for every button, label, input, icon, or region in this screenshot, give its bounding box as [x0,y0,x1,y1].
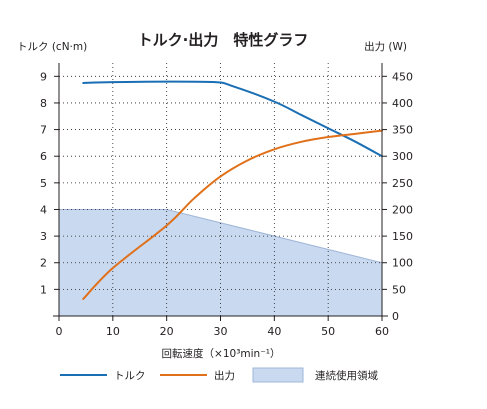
x-tick-label: 20 [160,325,174,338]
x-tick-label: 50 [321,325,335,338]
y-right-tick-label: 400 [392,97,413,110]
y-left-tick-label: 9 [40,70,47,83]
chart-title: トルク·出力 特性グラフ [138,31,309,49]
series-layer [82,80,383,300]
y-left-tick-label: 6 [40,150,47,163]
legend-region-label: 連続使用領域 [315,369,378,382]
x-axis-title: 回転速度（×10³min⁻¹） [162,347,281,360]
y-right-tick-label: 0 [392,310,399,323]
y-left-tick-label: 1 [40,283,47,296]
y-left-axis-title: トルク (cN·m) [17,41,87,53]
y-left-tick-label: 3 [40,230,47,243]
axis-layer [53,63,388,321]
legend-torque-label: トルク [114,370,146,382]
y-right-tick-label: 300 [392,150,413,163]
legend: トルク 出力 連続使用領域 [60,367,378,383]
y-right-tick-label: 450 [392,70,413,83]
y-left-tick-label: 5 [40,177,47,190]
y-right-tick-label: 50 [392,283,406,296]
y-left-tick-label: 2 [40,257,47,270]
y-right-tick-label: 100 [392,257,413,270]
y-right-tick-label: 150 [392,230,413,243]
output-line [82,129,383,300]
legend-region-swatch [252,367,304,383]
torque-line [82,80,383,158]
x-tick-label: 30 [214,325,228,338]
y-left-tick-label: 8 [40,97,47,110]
legend-output-label: 出力 [214,369,235,382]
y-right-tick-label: 350 [392,124,413,137]
tick-label-layer: 0 10 20 30 40 50 60 1 2 3 4 5 6 7 8 9 0 50 100 150 200 250 300… [40,70,413,338]
x-tick-label: 60 [375,325,389,338]
x-tick-label: 40 [267,325,281,338]
y-left-tick-label: 7 [40,124,47,137]
y-right-tick-label: 200 [392,203,413,216]
x-tick-label: 10 [106,325,120,338]
x-tick-label: 0 [56,325,63,338]
y-right-tick-label: 250 [392,177,413,190]
y-right-axis-title: 出力 (W) [364,40,407,53]
y-left-tick-label: 4 [40,203,47,216]
